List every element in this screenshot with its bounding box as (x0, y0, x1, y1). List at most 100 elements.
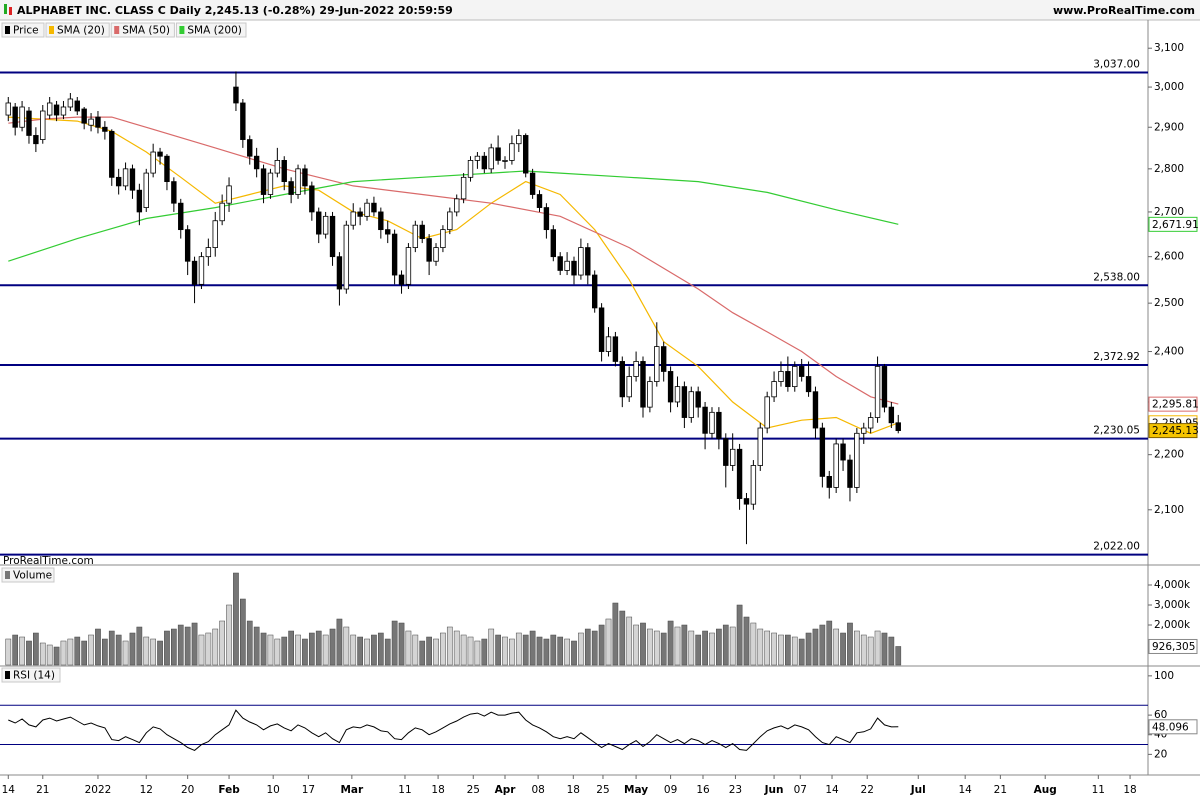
x-tick-label: 21 (994, 784, 1007, 796)
candle-body (233, 86, 239, 104)
y-tick-label: 100 (1154, 670, 1174, 682)
volume-bar (522, 634, 529, 666)
candle-body (95, 116, 101, 128)
volume-bar (81, 640, 88, 666)
legend-box (1, 567, 55, 583)
candle-body (502, 160, 508, 162)
candle-body (874, 366, 881, 418)
candle-body (385, 229, 391, 235)
x-tick-label: 07 (794, 784, 807, 796)
volume-bar (867, 636, 874, 666)
candle-body (543, 207, 550, 231)
volume-bar (322, 634, 329, 666)
volume-bar (281, 636, 288, 666)
top-bar (0, 0, 1200, 20)
volume-bar (578, 632, 584, 666)
volume-bar (460, 634, 467, 666)
volume-bar (150, 638, 157, 666)
volume-bar (591, 630, 598, 666)
volume-bar (226, 604, 232, 666)
candle-body (81, 108, 87, 124)
candle-body (191, 260, 198, 285)
chart-title: ALPHABET INC. CLASS C Daily 2,245.13 (-0… (17, 4, 453, 17)
volume-bar (288, 630, 294, 666)
legend-label: Price (13, 25, 39, 37)
volume-bar (529, 630, 536, 666)
y-tick-label: 3,000k (1154, 599, 1191, 611)
volume-bar (364, 638, 370, 666)
volume-bar (688, 630, 695, 666)
volume-bar (129, 632, 136, 666)
x-tick-label: 14 (2, 784, 16, 796)
legend-box (175, 22, 247, 38)
volume-bar (384, 638, 391, 666)
candle-body (26, 110, 32, 136)
candle-body (46, 102, 53, 116)
candle-body (205, 247, 212, 258)
candle-body (702, 406, 708, 434)
volume-bar (716, 628, 722, 666)
candle-body (833, 443, 839, 488)
candle-body (750, 465, 757, 505)
volume-bar (440, 632, 446, 666)
candle-body (184, 229, 191, 262)
candle-body (219, 202, 225, 222)
x-tick-label: 10 (267, 784, 280, 796)
x-tick-label: 14 (958, 784, 972, 796)
price-last-label-text: 2,245.13 (1152, 425, 1199, 437)
candle-body (433, 247, 439, 262)
volume-bar (619, 610, 626, 666)
volume-bar (550, 634, 557, 666)
volume-bar (515, 632, 522, 666)
candle-body (509, 143, 515, 161)
volume-bar (308, 632, 315, 666)
y-tick-label: 4,000k (1154, 579, 1191, 591)
x-tick-label: 2022 (85, 784, 112, 796)
volume-bar (184, 626, 191, 666)
volume-bar (502, 636, 508, 666)
candle-body (53, 104, 60, 116)
candle-body (302, 168, 308, 187)
x-tick-label: 08 (531, 784, 544, 796)
volume-bar (798, 638, 805, 666)
volume-bar (612, 602, 619, 666)
volume-bar (67, 638, 74, 666)
candle-body (267, 172, 274, 195)
candle-body (612, 336, 619, 362)
volume-bar (653, 630, 660, 666)
legend-swatch (5, 671, 10, 679)
watermark: ProRealTime.com (3, 555, 94, 567)
candle-body (115, 176, 122, 187)
volume-bar (143, 636, 150, 666)
candle-body (847, 459, 853, 488)
candle-body (419, 224, 425, 239)
volume-bar (357, 636, 363, 666)
x-tick-label: 21 (36, 784, 49, 796)
candle-body (212, 220, 218, 248)
candle-body (440, 229, 446, 248)
volume-bar (246, 620, 253, 666)
candle-body (109, 130, 115, 178)
candle-body (198, 256, 205, 285)
site-link[interactable]: www.ProRealTime.com (1053, 4, 1195, 17)
volume-bar (336, 618, 343, 666)
candle-body (102, 126, 108, 132)
volume-bar (812, 628, 819, 666)
candle-body (654, 346, 660, 382)
y-tick-label: 60 (1154, 709, 1167, 721)
volume-bar (191, 622, 198, 666)
candle-body (40, 110, 46, 140)
volume-bar (467, 636, 474, 666)
x-tick-label: Aug (1034, 784, 1057, 796)
x-tick-label: Apr (495, 784, 517, 796)
icon (4, 4, 7, 14)
volume-bar (433, 638, 439, 666)
candle-body (812, 391, 819, 429)
volume-bar (205, 632, 212, 666)
volume-bar (778, 634, 784, 666)
volume-bar (543, 638, 550, 666)
volume-bar (509, 638, 515, 666)
volume-bar (377, 632, 384, 666)
legend-label: SMA (20) (57, 25, 105, 37)
